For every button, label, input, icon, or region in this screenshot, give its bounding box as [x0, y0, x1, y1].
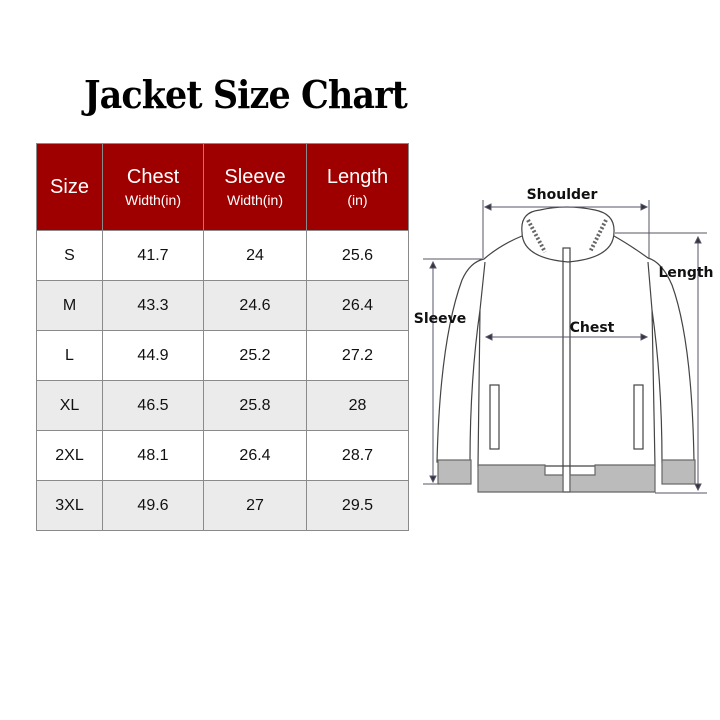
chest-label: Chest — [570, 320, 615, 336]
header-sleeve: Sleeve Width(in) — [203, 143, 307, 231]
size-table: Size Chest Width(in) Sleeve Width(in) Leng… — [36, 143, 409, 531]
header-size: Size — [36, 143, 103, 231]
table-cell: 3XL — [36, 480, 103, 531]
measure-lines — [423, 200, 707, 494]
table-row: 2XL 48.1 26.4 28.7 — [36, 430, 409, 481]
table-header-row: Size Chest Width(in) Sleeve Width(in) Leng… — [36, 143, 409, 231]
table-cell: 27.2 — [306, 330, 409, 381]
table-row: M 43.3 24.6 26.4 — [36, 280, 409, 331]
table-cell: 25.6 — [306, 230, 409, 281]
table-cell: 25.2 — [203, 330, 307, 381]
table-row: L 44.9 25.2 27.2 — [36, 330, 409, 381]
table-cell: 24 — [203, 230, 307, 281]
shoulder-label: Shoulder — [527, 187, 598, 203]
table-cell: 24.6 — [203, 280, 307, 331]
table-cell: 49.6 — [102, 480, 204, 531]
header-chest: Chest Width(in) — [102, 143, 204, 231]
table-cell: 26.4 — [306, 280, 409, 331]
jacket-outline-icon — [436, 206, 696, 493]
page-title: Jacket Size Chart — [84, 72, 408, 117]
table-cell: 29.5 — [306, 480, 409, 531]
table-row: XL 46.5 25.8 28 — [36, 380, 409, 431]
table-row: S 41.7 24 25.6 — [36, 230, 409, 281]
table-cell: 28 — [306, 380, 409, 431]
table-row: 3XL 49.6 27 29.5 — [36, 480, 409, 531]
table-cell: 27 — [203, 480, 307, 531]
table-cell: 43.3 — [102, 280, 204, 331]
header-length: Length (in) — [306, 143, 409, 231]
sleeve-label: Sleeve — [414, 311, 467, 327]
length-label: Length — [658, 265, 713, 281]
